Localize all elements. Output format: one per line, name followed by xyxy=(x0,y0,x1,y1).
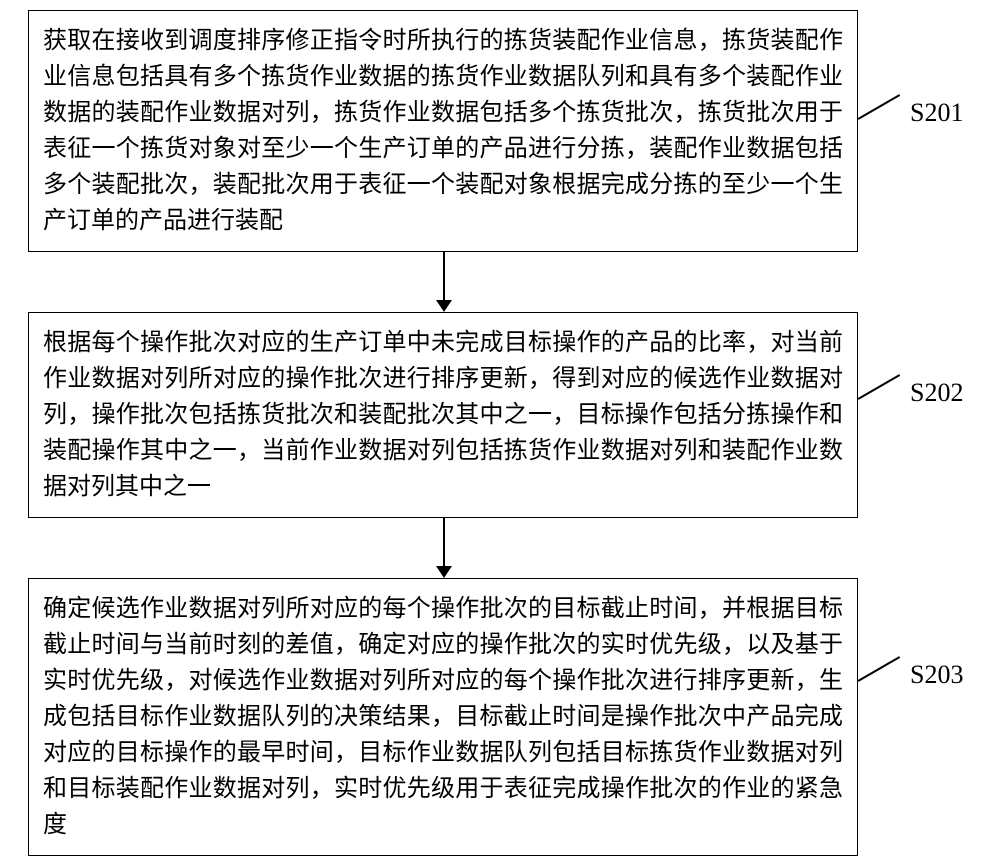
flowchart-box-s203: 确定候选作业数据对列所对应的每个操作批次的目标截止时间，并根据目标截止时间与当前… xyxy=(28,578,858,856)
step-label-s203: S203 xyxy=(910,660,963,690)
arrow-head-icon xyxy=(436,300,452,312)
arrow-s201-s202 xyxy=(28,252,858,312)
box-text: 根据每个操作批次对应的生产订单中未完成目标操作的产品的比率，对当前作业数据对列所… xyxy=(43,325,843,505)
flowchart-container: 获取在接收到调度排序修正指令时所执行的拣货装配作业信息，拣货装配作业信息包括具有… xyxy=(28,10,972,856)
step-label-s201: S201 xyxy=(910,98,963,128)
arrow-line xyxy=(443,252,445,302)
step-label-s202: S202 xyxy=(910,378,963,408)
arrow-head-icon xyxy=(436,566,452,578)
flowchart-box-s201: 获取在接收到调度排序修正指令时所执行的拣货装配作业信息，拣货装配作业信息包括具有… xyxy=(28,10,858,252)
flowchart-box-s202: 根据每个操作批次对应的生产订单中未完成目标操作的产品的比率，对当前作业数据对列所… xyxy=(28,312,858,518)
arrow-line xyxy=(443,518,445,568)
box-text: 获取在接收到调度排序修正指令时所执行的拣货装配作业信息，拣货装配作业信息包括具有… xyxy=(43,23,843,239)
box-text: 确定候选作业数据对列所对应的每个操作批次的目标截止时间，并根据目标截止时间与当前… xyxy=(43,591,843,843)
arrow-s202-s203 xyxy=(28,518,858,578)
